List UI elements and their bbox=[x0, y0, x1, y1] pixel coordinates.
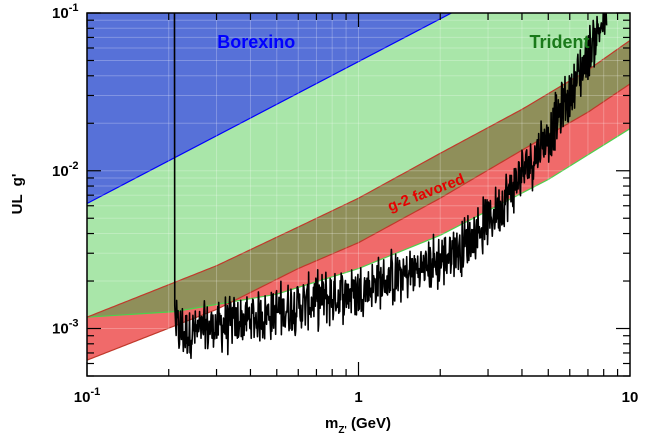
x-tick-label: 1 bbox=[354, 389, 362, 406]
y-tick-label: 10-2 bbox=[52, 160, 78, 180]
y-axis-title: UL g' bbox=[9, 174, 26, 215]
x-axis-title: mZ' (GeV) bbox=[325, 415, 391, 436]
axes: 10-1 1 10 10-3 10-2 10-1 bbox=[52, 2, 638, 406]
x-tick-label: 10 bbox=[622, 389, 639, 406]
x-tick-label: 10-1 bbox=[74, 386, 100, 406]
expected-limit-curve bbox=[173, 13, 608, 360]
limit-curve-layer bbox=[173, 13, 608, 360]
g2-band-outside-trident bbox=[87, 83, 630, 361]
y-tick-label: 10-1 bbox=[52, 2, 78, 22]
annotation-borexino: Borexino bbox=[217, 32, 295, 52]
grid bbox=[87, 13, 630, 376]
y-tick-label: 10-3 bbox=[52, 318, 78, 338]
exclusion-bands bbox=[87, 13, 630, 361]
borexino-edge bbox=[87, 13, 452, 205]
annotation-trident: Trident bbox=[530, 32, 590, 52]
g2-upper-edge bbox=[87, 39, 630, 318]
